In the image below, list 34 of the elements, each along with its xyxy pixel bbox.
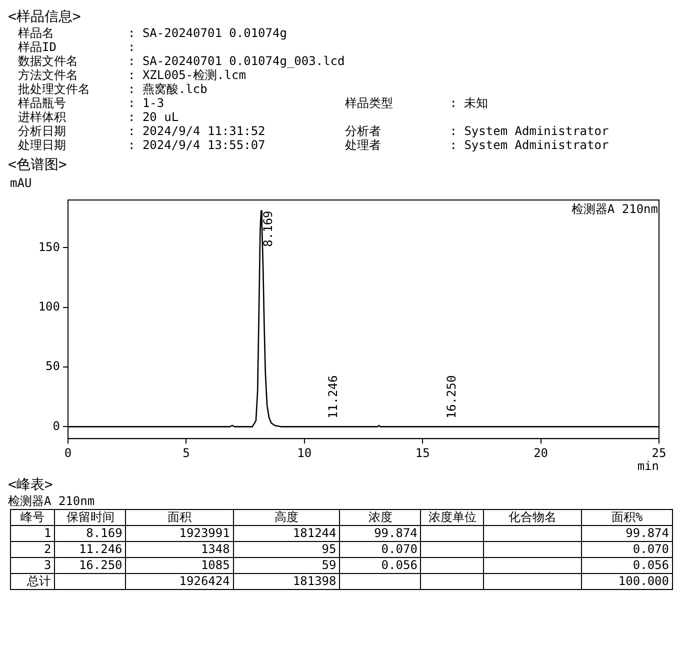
x-tick-label: 5 xyxy=(182,446,190,460)
chart-title: <色谱图> xyxy=(8,156,68,174)
text: 样品ID : xyxy=(18,40,136,54)
text: 分析日期 : 2024/9/4 11:31:52 分析者 : System Administrator xyxy=(18,124,609,138)
y-tick-label: 150 xyxy=(38,240,60,254)
text: 3 16.250 1085 59 0.056 0.056 xyxy=(44,558,669,572)
text: 数据文件名 : SA-20240701 0.01074g_003.lcd xyxy=(18,54,345,68)
annotation: 11.246 xyxy=(326,375,340,419)
y-axis-title: mAU xyxy=(10,176,32,190)
text: 2 11.246 1348 95 0.070 0.070 xyxy=(44,542,669,556)
x-tick-label: 10 xyxy=(297,446,312,460)
annotation: 16.250 xyxy=(444,375,458,419)
text: 批处理文件名 : 燕窝酸.lcb xyxy=(18,82,208,96)
x-tick-label: 20 xyxy=(534,446,548,460)
text: 峰号 保留时间 面积 高度 浓度 浓度单位 化合物名 面积% xyxy=(20,510,643,524)
annotation: 8.169 xyxy=(261,210,276,247)
text: 总计 1926424 181398 100.000 xyxy=(27,574,669,588)
text: 样品瓶号 : 1-3 样品类型 : 未知 xyxy=(18,96,488,110)
text: 样品名 : SA-20240701 0.01074g xyxy=(18,26,287,40)
y-tick-label: 0 xyxy=(52,418,60,433)
y-tick-label: 100 xyxy=(38,299,60,314)
text: 检测器A 210nm xyxy=(8,494,96,509)
x-tick-label: 25 xyxy=(652,446,666,460)
x-tick-label: 0 xyxy=(64,446,72,460)
text: 1 8.169 1923991 181244 99.874 99.874 xyxy=(44,526,669,540)
text: 方法文件名 : XZL005-检测.lcm xyxy=(18,68,246,82)
x-axis-title: min xyxy=(637,459,659,474)
annotation: 检测器A 210nm xyxy=(571,202,658,216)
y-tick-label: 50 xyxy=(46,359,60,374)
text: <样品信息> xyxy=(8,8,82,26)
text: 处理日期 : 2024/9/4 13:55:07 处理者 : System Administrator xyxy=(18,138,609,152)
text: 进样体积 : 20 uL xyxy=(18,110,179,124)
x-tick-label: 15 xyxy=(415,446,430,460)
text: <峰表> xyxy=(8,476,54,494)
